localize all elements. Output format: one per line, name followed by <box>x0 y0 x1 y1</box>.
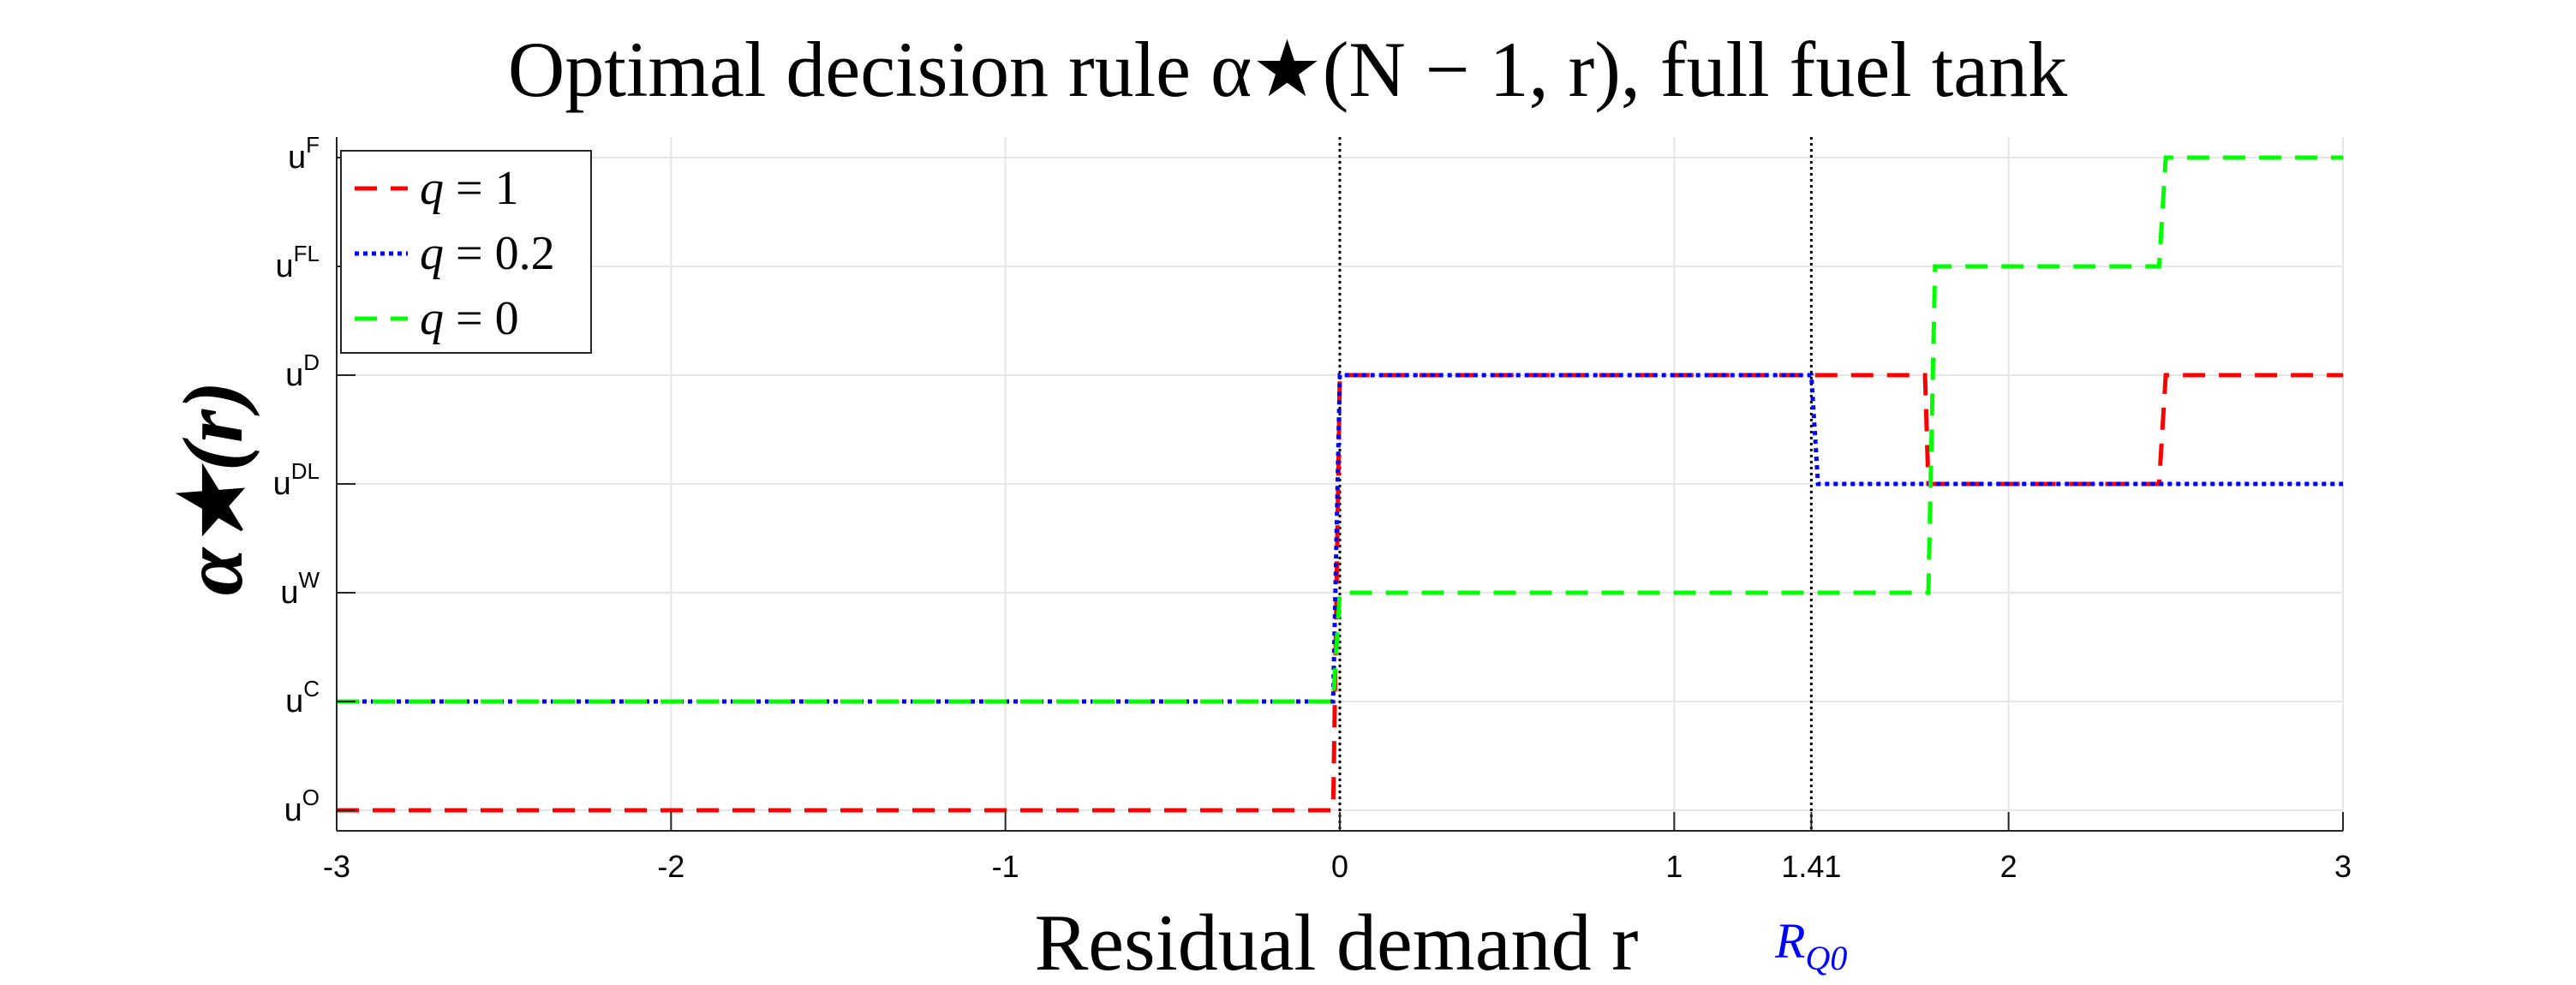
y-tick-label: uC <box>285 676 320 719</box>
legend-entry: q = 0.2 <box>420 227 555 280</box>
x-tick-label: 0 <box>1331 849 1348 884</box>
x-tick-label: 1.41 <box>1781 849 1841 884</box>
y-axis-ticks: uO uC uW uDL uD uFL uF <box>273 132 356 828</box>
series-group <box>337 155 2343 813</box>
y-tick-label: uD <box>285 349 320 393</box>
legend-entry: q = 1 <box>420 162 519 215</box>
x-tick-label: -2 <box>657 849 684 884</box>
x-tick-label: -1 <box>992 849 1019 884</box>
chart-title: Optimal decision rule α★(N − 1, r), full… <box>508 26 2067 113</box>
x-tick-label: 2 <box>2000 849 2017 884</box>
legend: q = 1 q = 0.2 q = 0 <box>340 150 592 354</box>
x-tick-label: -3 <box>323 849 350 884</box>
x-tick-label: 1 <box>1665 849 1682 884</box>
vline-annotation: RQ0 <box>1774 913 1847 977</box>
vertical-reference-lines <box>1338 137 1813 831</box>
x-axis-ticks: -3 -2 -1 0 1 1.41 2 3 <box>323 812 2352 884</box>
legend-entry: q = 0 <box>420 292 519 345</box>
series-line <box>337 373 2343 704</box>
x-axis-label: Residual demand r <box>1035 898 1639 985</box>
y-axis-label: α★(r) <box>165 381 260 596</box>
y-tick-label: uO <box>284 785 320 828</box>
y-tick-label: uDL <box>273 458 320 502</box>
y-tick-label: uFL <box>276 241 320 284</box>
x-tick-label: 3 <box>2334 849 2352 884</box>
series-line <box>337 373 2343 813</box>
series-line <box>337 155 2343 704</box>
y-tick-label: uF <box>288 132 320 176</box>
y-tick-label: uW <box>280 567 320 611</box>
